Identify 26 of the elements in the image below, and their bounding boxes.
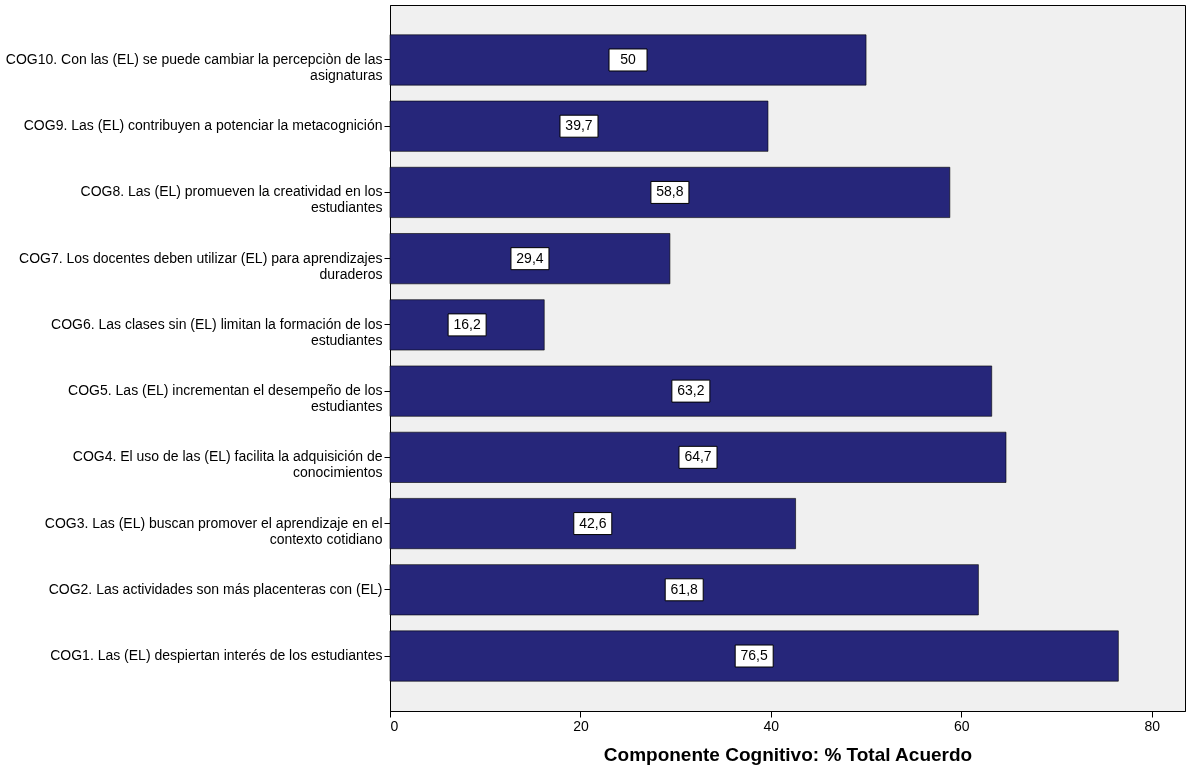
y-tick-label: COG6. Las clases sin (EL) limitan la formación de los estudiantes [51, 315, 383, 348]
data-label: 39,7 [565, 117, 593, 134]
y-tick-label: COG2. Las actividades son más placenteras con (EL) [48, 580, 383, 597]
y-tick-label: COG5. Las (EL) incrementan el desempeño de los estudiantes [68, 382, 383, 415]
x-tick-label: 80 [1144, 717, 1161, 734]
data-label: 64,7 [684, 448, 712, 465]
data-label: 63,2 [677, 382, 705, 399]
data-label: 42,6 [579, 514, 607, 531]
data-label: 29,4 [516, 249, 544, 266]
x-axis-title: Componente Cognitivo: % Total Acuerdo [603, 743, 973, 765]
y-tick-label: COG1. Las (EL) despiertan interés de los estudiantes [50, 647, 383, 664]
data-label: 16,2 [453, 315, 481, 332]
x-tick-label: 60 [953, 717, 970, 734]
y-tick-label: COG4. El uso de las (EL) facilita la adquisición de conocimientos [72, 448, 383, 481]
data-label: 76,5 [740, 647, 769, 664]
y-tick-label: COG8. Las (EL) promueven la creatividad en los estudiantes [80, 183, 383, 216]
data-label: 61,8 [670, 580, 699, 597]
x-tick-label: 40 [763, 717, 780, 734]
y-tick-label: COG7. Los docentes deben utilizar (EL) para aprendizajes duraderos [19, 249, 383, 282]
data-label: 58,8 [656, 183, 684, 200]
data-label: 50 [620, 50, 637, 67]
y-tick-label: COG10. Con las (EL) se puede cambiar la percepciòn de las asignaturas [5, 50, 383, 83]
y-tick-label: COG9. Las (EL) contribuyen a potenciar la metacognición [23, 117, 383, 134]
x-tick-label: 20 [573, 717, 589, 734]
y-tick-label: COG3. Las (EL) buscan promover el aprendizaje en el contexto cotidiano [44, 514, 383, 547]
x-tick-label: 0 [390, 717, 399, 734]
